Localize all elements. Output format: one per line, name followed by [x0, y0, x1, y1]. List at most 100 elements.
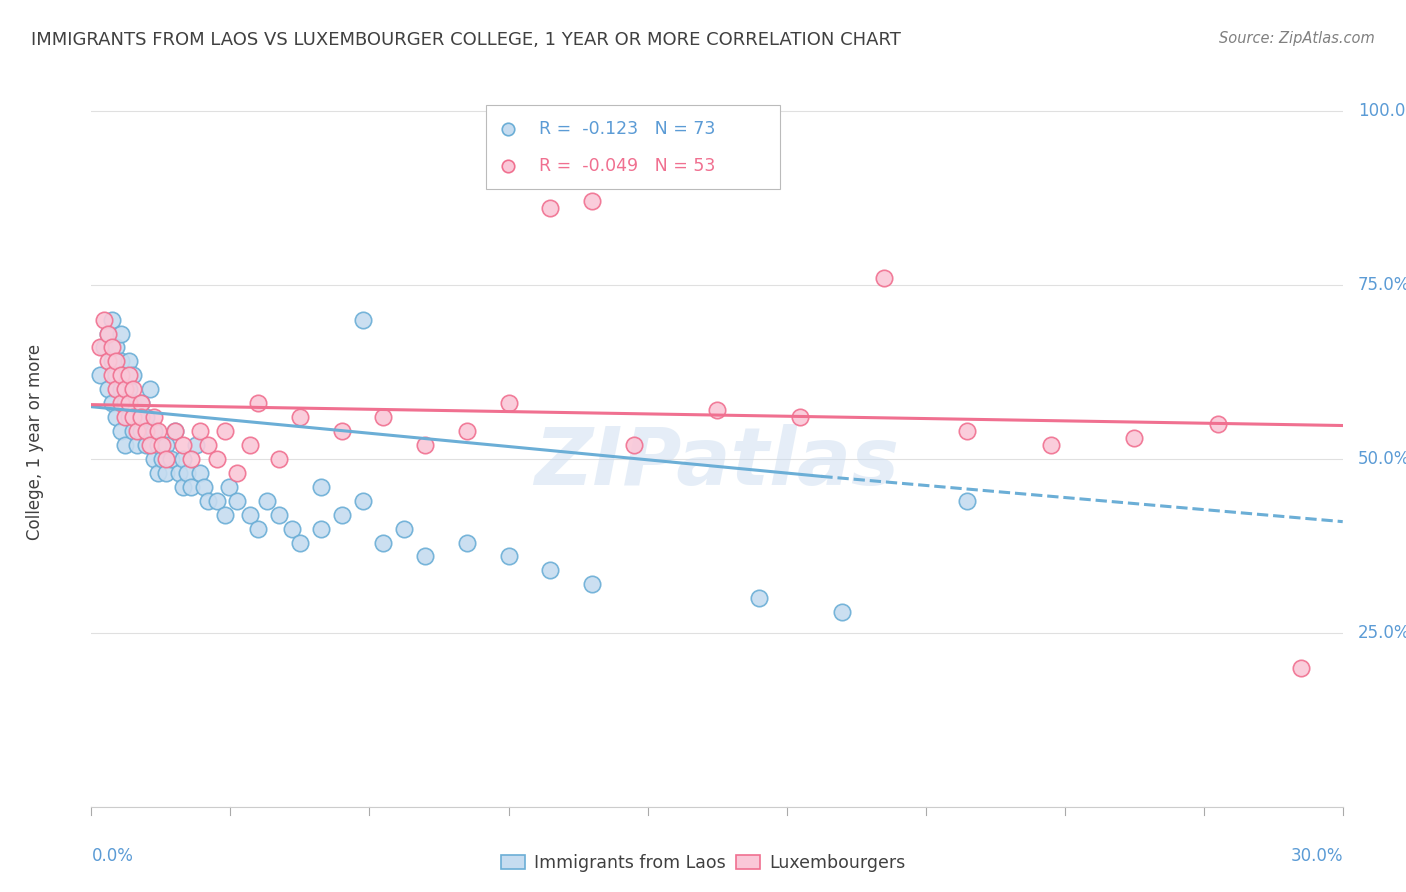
Point: [214, 508, 236, 522]
Point: [135, 438, 157, 452]
Point: [180, 452, 202, 467]
Point: [97, 326, 120, 341]
Point: [184, 438, 207, 452]
Text: 50.0%: 50.0%: [1358, 450, 1406, 468]
Point: [180, 480, 202, 494]
Text: 100.0%: 100.0%: [1358, 102, 1406, 120]
Point: [1123, 431, 1146, 445]
Point: [101, 368, 124, 383]
Point: [110, 382, 132, 396]
Point: [135, 410, 157, 425]
Point: [706, 403, 728, 417]
Point: [956, 424, 979, 438]
Point: [256, 493, 278, 508]
Point: [1039, 438, 1062, 452]
Point: [330, 424, 353, 438]
Point: [105, 382, 128, 396]
Point: [110, 368, 132, 383]
Text: College, 1 year or more: College, 1 year or more: [27, 343, 44, 540]
Point: [267, 452, 290, 467]
Point: [105, 354, 128, 368]
Point: [122, 382, 145, 396]
Point: [456, 535, 478, 549]
Point: [127, 424, 149, 438]
Point: [122, 424, 145, 438]
Point: [623, 438, 645, 452]
Point: [114, 382, 136, 396]
Point: [146, 466, 169, 480]
Text: 30.0%: 30.0%: [1291, 847, 1343, 865]
Point: [97, 326, 120, 341]
Point: [280, 522, 302, 536]
Point: [172, 438, 194, 452]
Point: [105, 410, 128, 425]
Point: [172, 452, 194, 467]
Point: [288, 410, 311, 425]
Point: [352, 312, 374, 326]
Point: [956, 493, 979, 508]
Point: [150, 452, 173, 467]
Point: [146, 438, 169, 452]
Point: [309, 480, 332, 494]
Point: [226, 493, 249, 508]
Point: [831, 605, 853, 619]
Point: [131, 396, 153, 410]
Point: [205, 452, 228, 467]
Point: [373, 535, 395, 549]
Point: [581, 194, 603, 209]
Point: [226, 466, 249, 480]
Point: [456, 424, 478, 438]
Point: [135, 424, 157, 438]
Point: [267, 508, 290, 522]
Point: [172, 480, 194, 494]
Point: [143, 410, 166, 425]
Point: [110, 354, 132, 368]
Text: 25.0%: 25.0%: [1358, 624, 1406, 642]
Point: [118, 396, 141, 410]
Point: [150, 438, 173, 452]
Point: [873, 270, 896, 285]
Point: [131, 410, 153, 425]
Point: [105, 368, 128, 383]
Point: [155, 466, 177, 480]
Point: [159, 452, 181, 467]
Point: [188, 466, 211, 480]
Point: [101, 312, 124, 326]
Point: [288, 535, 311, 549]
Point: [110, 326, 132, 341]
Point: [139, 382, 162, 396]
Text: R =  -0.049   N = 53: R = -0.049 N = 53: [540, 157, 716, 175]
Point: [143, 424, 166, 438]
Point: [101, 341, 124, 355]
Point: [197, 438, 219, 452]
FancyBboxPatch shape: [485, 105, 779, 189]
Point: [143, 452, 166, 467]
Point: [127, 438, 149, 452]
Point: [118, 354, 141, 368]
Point: [110, 396, 132, 410]
Point: [93, 341, 115, 355]
Point: [118, 382, 141, 396]
Point: [122, 396, 145, 410]
Point: [114, 410, 136, 425]
Point: [392, 522, 415, 536]
Point: [197, 493, 219, 508]
Point: [97, 354, 120, 368]
Point: [498, 396, 520, 410]
Point: [155, 452, 177, 467]
Point: [205, 493, 228, 508]
Point: [581, 577, 603, 591]
Point: [538, 563, 561, 577]
Point: [748, 591, 770, 606]
Point: [146, 424, 169, 438]
Point: [188, 424, 211, 438]
Point: [89, 341, 111, 355]
Point: [538, 201, 561, 215]
Legend: Immigrants from Laos, Luxembourgers: Immigrants from Laos, Luxembourgers: [494, 847, 912, 879]
Text: 0.0%: 0.0%: [91, 847, 134, 865]
Point: [139, 438, 162, 452]
Point: [247, 396, 270, 410]
Point: [131, 424, 153, 438]
Point: [498, 549, 520, 564]
Point: [105, 341, 128, 355]
